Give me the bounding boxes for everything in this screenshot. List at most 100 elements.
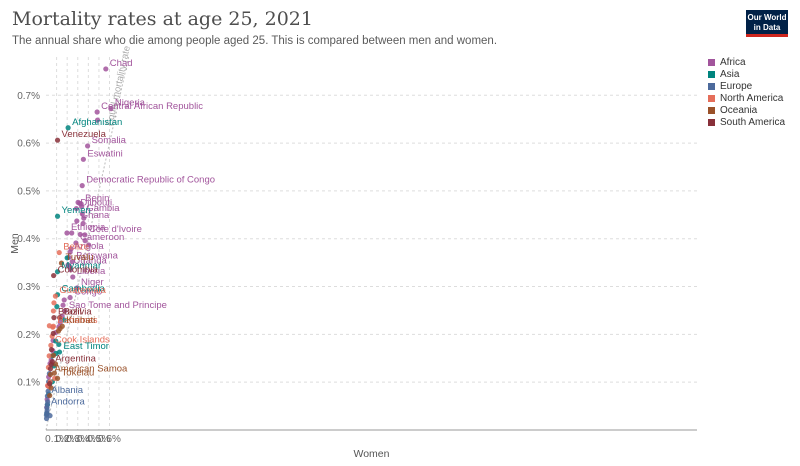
scatter-point[interactable] (44, 407, 50, 413)
scatter-point[interactable] (74, 218, 80, 224)
scatter-point[interactable] (62, 308, 68, 314)
legend-item[interactable]: Oceania (708, 104, 785, 116)
scatter-point[interactable] (65, 262, 71, 268)
scatter-point[interactable] (85, 143, 91, 149)
scatter-point[interactable] (64, 255, 70, 261)
legend-swatch (708, 118, 715, 126)
point-label: East Timor (64, 341, 109, 352)
scatter-point[interactable] (47, 392, 53, 399)
scatter-point[interactable] (80, 220, 86, 227)
scatter-point[interactable] (103, 66, 109, 72)
scatter-point[interactable] (57, 315, 63, 321)
scatter-point[interactable] (46, 353, 52, 359)
y-tick-label: 0.5% (17, 186, 40, 197)
point-label: Cameroon (80, 232, 124, 243)
scatter-point[interactable] (61, 317, 67, 323)
scatter-point[interactable] (49, 359, 55, 365)
legend-label: South America (720, 116, 786, 128)
x-tick-label: 0.5% (88, 434, 111, 445)
scatter-point[interactable] (58, 260, 65, 266)
logo-line-2: in Data (753, 22, 781, 32)
scatter-point[interactable] (53, 338, 59, 344)
scatter-point[interactable] (94, 117, 101, 123)
scatter-point[interactable] (64, 230, 70, 236)
legend-label: Asia (720, 68, 740, 80)
scatter-point[interactable] (46, 323, 52, 329)
scatter-point[interactable] (47, 413, 53, 419)
scatter-point[interactable] (60, 302, 66, 308)
scatter-point[interactable] (80, 156, 86, 162)
scatter-point[interactable] (86, 242, 92, 248)
scatter-point[interactable] (52, 293, 59, 299)
scatter-point[interactable] (108, 106, 114, 112)
scatter-point[interactable] (74, 285, 80, 291)
point-label: Botswana (76, 251, 118, 262)
scatter-point[interactable] (82, 232, 88, 238)
legend-item[interactable]: Africa (708, 56, 785, 68)
scatter-point[interactable] (56, 249, 62, 256)
data-points (43, 66, 114, 422)
scatter-point[interactable] (47, 371, 54, 378)
scatter-point[interactable] (61, 297, 67, 303)
legend-label: Oceania (720, 104, 758, 116)
scatter-point[interactable] (47, 366, 54, 372)
scatter-point[interactable] (77, 231, 83, 238)
owid-logo[interactable]: Our World in Data (746, 10, 788, 37)
scatter-point[interactable] (48, 347, 55, 353)
scatter-point[interactable] (46, 381, 53, 387)
point-label: Somalia (92, 135, 127, 146)
scatter-point[interactable] (48, 385, 54, 391)
scatter-point[interactable] (57, 319, 63, 326)
legend-swatch (708, 70, 715, 78)
scatter-point[interactable] (48, 342, 54, 348)
point-label: Venezuela (62, 129, 107, 140)
legend-item[interactable]: Asia (708, 68, 785, 80)
scatter-point[interactable] (45, 388, 51, 394)
scatter-point[interactable] (65, 125, 71, 131)
grid-lines (46, 57, 697, 430)
scatter-point[interactable] (69, 230, 75, 236)
scatter-point[interactable] (56, 341, 62, 348)
scatter-point[interactable] (67, 294, 73, 301)
scatter-point[interactable] (51, 300, 57, 306)
scatter-point[interactable] (50, 308, 57, 314)
y-tick-label: 0.7% (17, 91, 40, 102)
scatter-point[interactable] (79, 211, 85, 217)
point-label: Nigeria (115, 98, 146, 109)
scatter-point[interactable] (68, 246, 74, 252)
legend-item[interactable]: North America (708, 92, 785, 104)
scatter-point[interactable] (70, 274, 76, 280)
scatter-point[interactable] (50, 330, 56, 337)
scatter-point[interactable] (73, 205, 79, 212)
scatter-point[interactable] (54, 375, 61, 381)
scatter-point[interactable] (54, 269, 61, 275)
scatter-point[interactable] (54, 304, 60, 310)
legend-item[interactable]: South America (708, 116, 785, 128)
y-tick-label: 0.1% (17, 378, 40, 389)
scatter-point[interactable] (50, 352, 57, 358)
point-label: Democratic Republic of Congo (86, 175, 215, 186)
point-label: Central African Republic (101, 101, 203, 112)
scatter-point[interactable] (43, 415, 50, 422)
scatter-point[interactable] (79, 204, 85, 210)
scatter-point[interactable] (51, 315, 57, 321)
scatter-point[interactable] (51, 370, 57, 376)
point-label: Cambodia (62, 284, 106, 295)
scatter-point[interactable] (45, 399, 51, 405)
scatter-point[interactable] (55, 328, 62, 334)
scatter-point[interactable] (82, 238, 88, 244)
x-tick-label: 0.2% (56, 434, 79, 445)
scatter-point[interactable] (69, 259, 75, 265)
point-label: Eswatini (87, 148, 122, 159)
scatter-point[interactable] (73, 240, 79, 246)
legend-item[interactable]: Europe (708, 80, 785, 92)
scatter-point[interactable] (68, 267, 74, 273)
point-label: Ethiopia (71, 222, 106, 233)
scatter-point[interactable] (51, 272, 57, 279)
point-label: Congo (74, 287, 102, 298)
scatter-point[interactable] (79, 183, 85, 189)
scatter-point[interactable] (94, 109, 100, 115)
scatter-point[interactable] (81, 215, 87, 221)
scatter-point[interactable] (54, 137, 61, 143)
scatter-point[interactable] (54, 213, 61, 219)
